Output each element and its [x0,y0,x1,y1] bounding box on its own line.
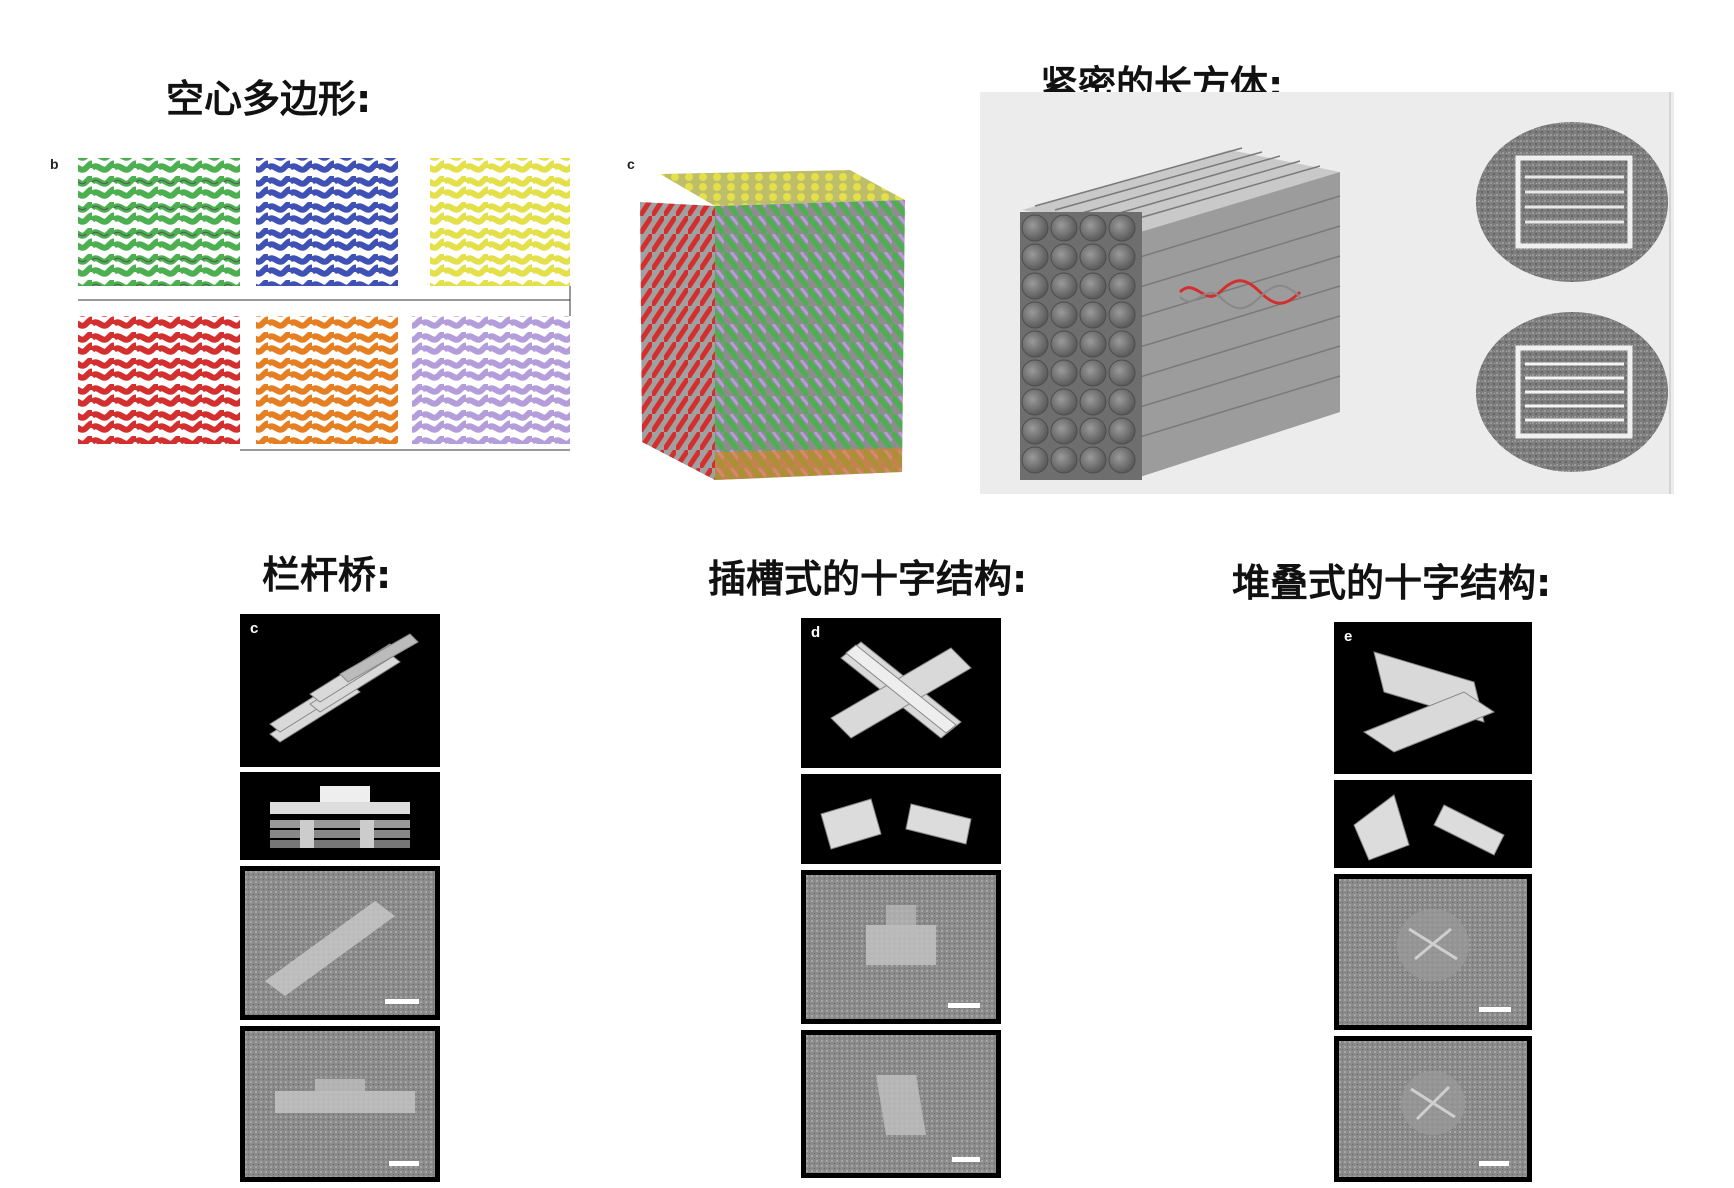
rod-end [1079,272,1107,300]
rod-end [1021,301,1049,329]
rod-end [1079,214,1107,242]
railed-bridge-model-tile: c [240,614,440,767]
rod-end [1050,301,1078,329]
em-image-top [1476,122,1668,282]
em-svg [245,1031,435,1177]
rod-end [1108,359,1136,387]
rod-end [1021,243,1049,271]
railed-bridge-heading: 栏杆桥: [262,553,392,597]
em-svg [806,1035,996,1173]
rod-end [1050,214,1078,242]
hollow-polygon-cube-figure [640,162,920,482]
panel-letter-c-top: c [627,156,635,172]
cube-top-face [660,170,905,206]
cube-svg [640,170,905,480]
rod-end [1079,330,1107,358]
panel-letter-b: b [50,156,59,172]
slotted-cross-model-svg [830,641,972,739]
dense-cuboid-svg [1020,92,1671,494]
hollow-polygon-heading: 空心多边形: [166,77,372,121]
rod-end [1108,446,1136,474]
panel-letter-c-bottom: c [250,620,259,637]
stacked-cross-em-1 [1334,874,1532,1030]
purple-helix-block [412,316,570,444]
rod-end [1079,359,1107,387]
rod-end [1079,446,1107,474]
railed-bridge-side-tile [240,772,440,860]
rod-end [1050,417,1078,445]
rod-end [1108,330,1136,358]
slotted-cross-side-tile [801,774,1001,864]
stacked-cross-side-tile [1334,780,1532,868]
stacked-cross-model-svg [1362,651,1496,753]
rod-end [1108,214,1136,242]
rod-end [1021,359,1049,387]
rod-end [1050,243,1078,271]
panel-letter-e: e [1344,628,1353,645]
helix-layout-svg [78,158,571,451]
rod-end [1108,388,1136,416]
highlighted-helix [1178,279,1302,305]
slotted-cross-em-2 [801,1030,1001,1178]
rod-end [1079,243,1107,271]
em-svg [1339,1041,1527,1177]
rod-end [1050,388,1078,416]
railed-bridge-model-svg [269,633,419,743]
slotted-cross-em-1 [801,870,1001,1024]
rod-end [1021,417,1049,445]
yellow-helix-block [430,158,570,286]
rod-end [1021,388,1049,416]
slotted-cross-heading: 插槽式的十字结构: [708,557,1028,601]
rod-end [1050,272,1078,300]
rod-end [1079,388,1107,416]
rod-end [1108,417,1136,445]
cuboid-side [1140,172,1340,477]
rod-end [1021,214,1049,242]
cube-left-face [640,202,715,480]
rod-end-circles [1021,214,1136,474]
cuboid-rod-lines [1034,147,1341,438]
rod-end [1050,446,1078,474]
rod-end [1021,272,1049,300]
rod-end [1021,446,1049,474]
rod-end [1108,301,1136,329]
rod-end [1050,330,1078,358]
cuboid-top [1022,150,1340,232]
rod-end [1050,359,1078,387]
em-svg [806,875,996,1019]
red-helix-block [78,316,240,444]
stacked-cross-model-tile: e [1334,622,1532,774]
em-svg [1339,879,1527,1025]
rod-end [1108,243,1136,271]
railed-bridge-em-1 [240,866,440,1020]
cube-front-face [715,200,905,480]
em-svg [245,871,435,1015]
hollow-polygon-layout-figure [70,150,580,455]
railed-bridge-side-svg [270,786,410,848]
slotted-cross-model-tile: d [801,618,1001,768]
rod-end [1079,417,1107,445]
rod-end [1021,330,1049,358]
stacked-cross-em-2 [1334,1036,1532,1182]
rod-end [1108,272,1136,300]
blue-helix-block [256,158,398,286]
railed-bridge-em-2 [240,1026,440,1182]
panel-letter-d: d [811,624,821,641]
rod-end [1079,301,1107,329]
green-helix-block [78,158,240,286]
slotted-cross-side-svg [820,798,972,850]
stacked-cross-heading: 堆叠式的十字结构: [1232,561,1552,605]
orange-helix-block [256,316,398,444]
dense-cuboid-figure [980,92,1674,494]
stacked-cross-side-svg [1353,794,1505,861]
